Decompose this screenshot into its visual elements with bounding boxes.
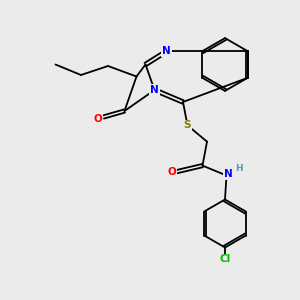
Text: O: O	[94, 113, 103, 124]
Text: N: N	[162, 46, 171, 56]
Text: O: O	[167, 167, 176, 177]
Text: H: H	[235, 164, 242, 173]
Text: Cl: Cl	[219, 254, 231, 265]
Text: S: S	[184, 120, 191, 130]
Text: N: N	[150, 85, 159, 95]
Text: N: N	[224, 169, 232, 179]
